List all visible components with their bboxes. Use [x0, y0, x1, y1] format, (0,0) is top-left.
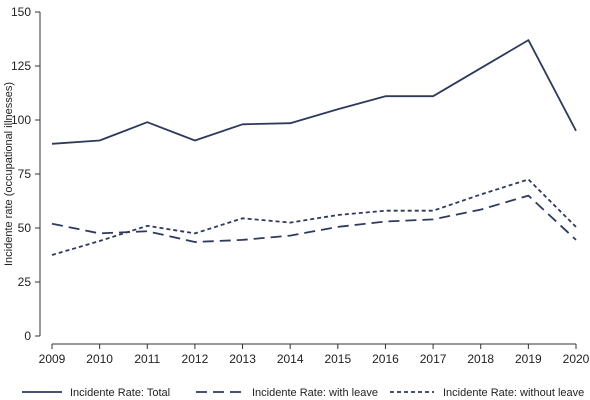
x-tick-label: 2010	[86, 352, 113, 366]
data-point	[99, 140, 101, 142]
legend-label-1: Incidente Rate: Total	[70, 387, 170, 399]
series-line-1	[51, 39, 577, 145]
y-tick-label: 100	[11, 113, 31, 127]
data-point	[432, 210, 434, 212]
x-tick-label: 2017	[420, 352, 447, 366]
series-line-3	[51, 178, 577, 256]
data-point	[575, 239, 577, 241]
data-point	[385, 95, 387, 97]
data-point	[337, 214, 339, 216]
x-tick-label: 2014	[277, 352, 304, 366]
x-tick-label: 2011	[134, 352, 160, 366]
data-point	[337, 226, 339, 228]
y-tick-label: 0	[24, 329, 31, 343]
series-line-2	[51, 194, 577, 243]
data-point	[99, 240, 101, 242]
data-point	[527, 195, 529, 197]
x-tick-label: 2018	[467, 352, 494, 366]
x-tick-label: 2016	[372, 352, 399, 366]
data-point	[385, 210, 387, 212]
data-point	[432, 218, 434, 220]
y-tick-label: 50	[18, 221, 32, 235]
data-point	[194, 140, 196, 142]
chart-axes: 0 25 50 75 100 125 150 2009 2010 2011 2012 2013 2014…	[3, 5, 590, 366]
data-point	[575, 226, 577, 228]
data-point	[480, 194, 482, 196]
legend-label-2: Incidente Rate: with leave	[252, 387, 378, 399]
legend-label-3: Incidente Rate: without leave	[443, 387, 584, 399]
data-point	[527, 179, 529, 181]
series-layer	[51, 39, 577, 256]
data-point	[575, 130, 577, 132]
data-point	[51, 223, 53, 225]
data-point	[480, 67, 482, 69]
data-point	[146, 121, 148, 123]
data-point	[51, 143, 53, 145]
data-point	[194, 233, 196, 235]
data-point	[289, 222, 291, 224]
data-point	[242, 123, 244, 125]
x-tick-label: 2013	[229, 352, 256, 366]
data-point	[337, 108, 339, 110]
x-tick-label: 2020	[563, 352, 590, 366]
chart-legend: Incidente Rate: Total Incidente Rate: wit…	[22, 387, 584, 399]
data-point	[289, 235, 291, 237]
data-point	[99, 233, 101, 235]
y-tick-label: 125	[11, 59, 31, 73]
x-tick-label: 2009	[39, 352, 66, 366]
y-tick-label: 25	[18, 275, 32, 289]
data-point	[146, 230, 148, 232]
data-point	[242, 239, 244, 241]
data-point	[385, 221, 387, 223]
y-axis-title: Incidente rate (occupational illnesses)	[3, 82, 15, 266]
y-tick-label: 150	[11, 5, 31, 19]
data-point	[51, 254, 53, 256]
data-point	[242, 217, 244, 219]
x-tick-label: 2015	[324, 352, 351, 366]
y-tick-label: 75	[18, 167, 32, 181]
data-point	[527, 39, 529, 41]
x-tick-label: 2019	[515, 352, 542, 366]
x-tick-label: 2012	[182, 352, 209, 366]
data-point	[146, 225, 148, 227]
data-point	[432, 95, 434, 97]
data-point	[194, 241, 196, 243]
data-point	[480, 209, 482, 211]
data-point	[289, 122, 291, 124]
